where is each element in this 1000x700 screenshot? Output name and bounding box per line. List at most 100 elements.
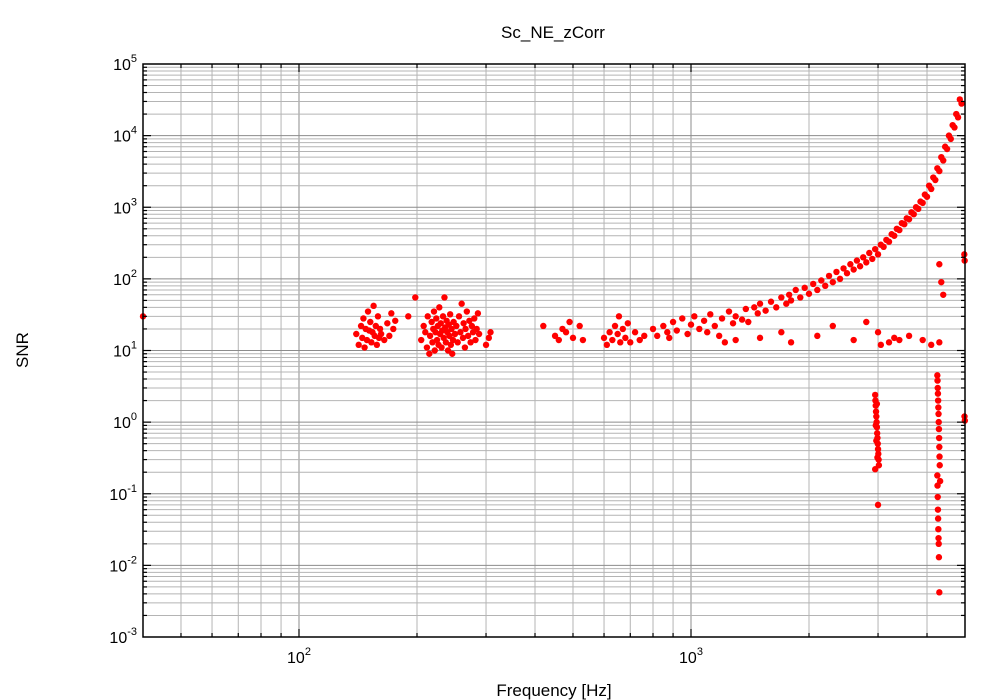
data-point bbox=[451, 330, 459, 338]
data-point bbox=[721, 339, 729, 346]
data-point bbox=[453, 322, 460, 330]
data-point bbox=[756, 334, 764, 342]
y-tick-label: 105 bbox=[113, 53, 137, 74]
data-point bbox=[934, 384, 941, 392]
data-point bbox=[700, 317, 708, 324]
data-point bbox=[485, 334, 493, 342]
data-point bbox=[885, 238, 893, 245]
data-point bbox=[431, 347, 438, 354]
data-point bbox=[934, 372, 941, 379]
data-point bbox=[783, 300, 790, 307]
data-point bbox=[954, 114, 962, 121]
data-point bbox=[540, 322, 547, 330]
data-point bbox=[905, 216, 913, 223]
data-point bbox=[654, 332, 661, 340]
data-point bbox=[778, 329, 785, 336]
data-point bbox=[856, 263, 864, 270]
data-point bbox=[767, 298, 775, 305]
data-point bbox=[778, 294, 785, 301]
data-point bbox=[615, 313, 623, 320]
data-point bbox=[801, 284, 808, 292]
data-point bbox=[943, 145, 951, 153]
data-point bbox=[935, 525, 942, 533]
data-point bbox=[951, 124, 958, 131]
data-point bbox=[459, 334, 467, 342]
data-point bbox=[935, 410, 942, 418]
data-point bbox=[551, 332, 559, 340]
data-point bbox=[935, 404, 942, 411]
data-point bbox=[566, 318, 573, 326]
data-point bbox=[860, 254, 867, 261]
data-point bbox=[374, 313, 382, 320]
data-point bbox=[919, 199, 926, 207]
data-point bbox=[891, 334, 898, 342]
data-point bbox=[874, 501, 882, 509]
data-point bbox=[660, 322, 667, 330]
data-point bbox=[664, 329, 671, 336]
data-point bbox=[805, 290, 813, 297]
data-point bbox=[829, 322, 836, 330]
data-point bbox=[836, 275, 844, 283]
data-point bbox=[673, 327, 681, 334]
data-point bbox=[460, 320, 467, 327]
data-point bbox=[482, 341, 490, 349]
data-point bbox=[853, 257, 861, 264]
data-point bbox=[433, 315, 440, 322]
data-point bbox=[704, 329, 711, 336]
data-point bbox=[569, 334, 577, 342]
data-point bbox=[455, 313, 463, 320]
data-point bbox=[732, 313, 739, 320]
data-point bbox=[787, 339, 795, 346]
data-point bbox=[947, 135, 955, 143]
data-point bbox=[901, 220, 908, 228]
data-point bbox=[424, 313, 431, 320]
data-point bbox=[874, 251, 882, 258]
data-point bbox=[475, 330, 483, 338]
data-point bbox=[936, 589, 943, 596]
data-point bbox=[934, 472, 941, 479]
data-point bbox=[464, 332, 472, 340]
data-point bbox=[472, 336, 479, 344]
data-point bbox=[603, 341, 611, 349]
data-point bbox=[833, 268, 840, 276]
data-point bbox=[691, 313, 698, 320]
data-point bbox=[614, 330, 621, 338]
data-point bbox=[919, 336, 926, 344]
data-point bbox=[885, 339, 893, 346]
data-point bbox=[934, 377, 941, 384]
data-point bbox=[940, 291, 947, 298]
data-point bbox=[624, 320, 632, 327]
data-point bbox=[850, 336, 857, 344]
data-point bbox=[474, 310, 482, 317]
data-point bbox=[797, 294, 804, 301]
data-point bbox=[386, 332, 393, 340]
data-point bbox=[936, 453, 943, 460]
data-point bbox=[934, 506, 942, 513]
data-point bbox=[910, 210, 917, 218]
data-point bbox=[940, 157, 947, 164]
data-point bbox=[935, 554, 943, 561]
y-tick-label: 10-3 bbox=[109, 626, 137, 647]
data-point bbox=[388, 310, 395, 317]
data-point bbox=[684, 330, 691, 338]
data-point bbox=[679, 315, 686, 322]
data-point bbox=[936, 339, 943, 346]
data-point bbox=[353, 330, 360, 338]
data-point bbox=[641, 332, 648, 340]
data-point bbox=[711, 322, 718, 330]
data-point bbox=[936, 261, 943, 268]
data-point bbox=[715, 332, 723, 340]
data-point bbox=[871, 391, 879, 399]
data-point bbox=[863, 318, 870, 326]
data-point bbox=[934, 390, 942, 397]
data-point bbox=[458, 300, 465, 307]
data-point bbox=[840, 265, 847, 272]
data-point bbox=[420, 322, 427, 330]
data-point bbox=[866, 249, 873, 257]
data-point bbox=[785, 291, 793, 298]
data-point bbox=[555, 336, 562, 344]
data-point bbox=[468, 322, 476, 330]
data-point bbox=[446, 311, 454, 318]
data-point bbox=[756, 300, 764, 307]
x-tick-label: 103 bbox=[679, 646, 703, 667]
